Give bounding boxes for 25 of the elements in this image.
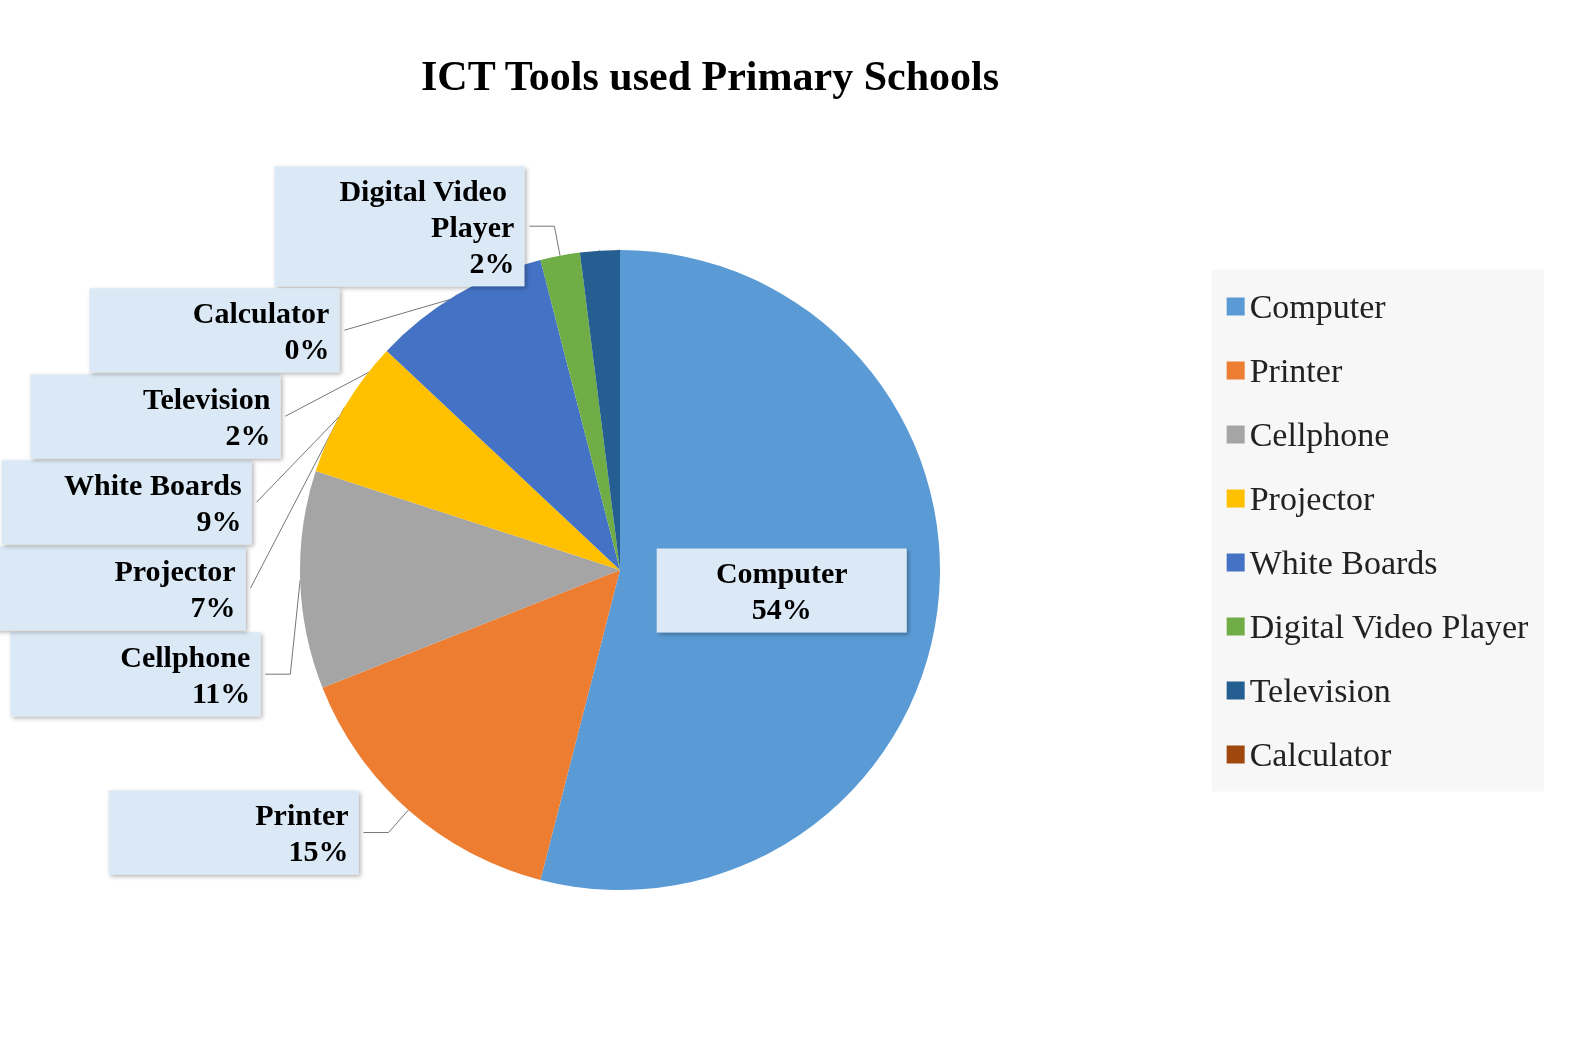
legend-label: Digital Video Player (1249, 608, 1530, 645)
legend-label: Projector (1249, 480, 1375, 517)
data-label: 15% (288, 834, 349, 868)
slice-label: Cellphone (120, 639, 251, 673)
slice-label: Computer (715, 555, 848, 589)
data-label: 2% (225, 417, 271, 451)
legend-label: Calculator (1249, 736, 1392, 773)
data-label: 2% (469, 245, 515, 279)
slice-label: Printer (255, 798, 349, 832)
legend-label: Computer (1249, 288, 1387, 325)
category-label: Calculator (192, 295, 330, 329)
data-label: 7% (190, 589, 236, 623)
data-label: 11% (191, 675, 251, 709)
data-label: 54% (751, 591, 812, 625)
slice-label: Television (143, 381, 271, 415)
data-label: 9% (196, 503, 242, 537)
slice-label: Digital Video Player (339, 173, 515, 243)
legend-label: Printer (1249, 352, 1343, 389)
legend-label: White Boards (1249, 544, 1438, 581)
slice-label: White Boards (64, 467, 242, 501)
text: 0% (284, 331, 330, 365)
legend-label: Television (1249, 672, 1391, 709)
slice-label: Projector (114, 553, 236, 587)
legend-label: Cellphone (1249, 416, 1390, 453)
chart-title: ICT Tools used Primary Schools (420, 53, 1000, 99)
